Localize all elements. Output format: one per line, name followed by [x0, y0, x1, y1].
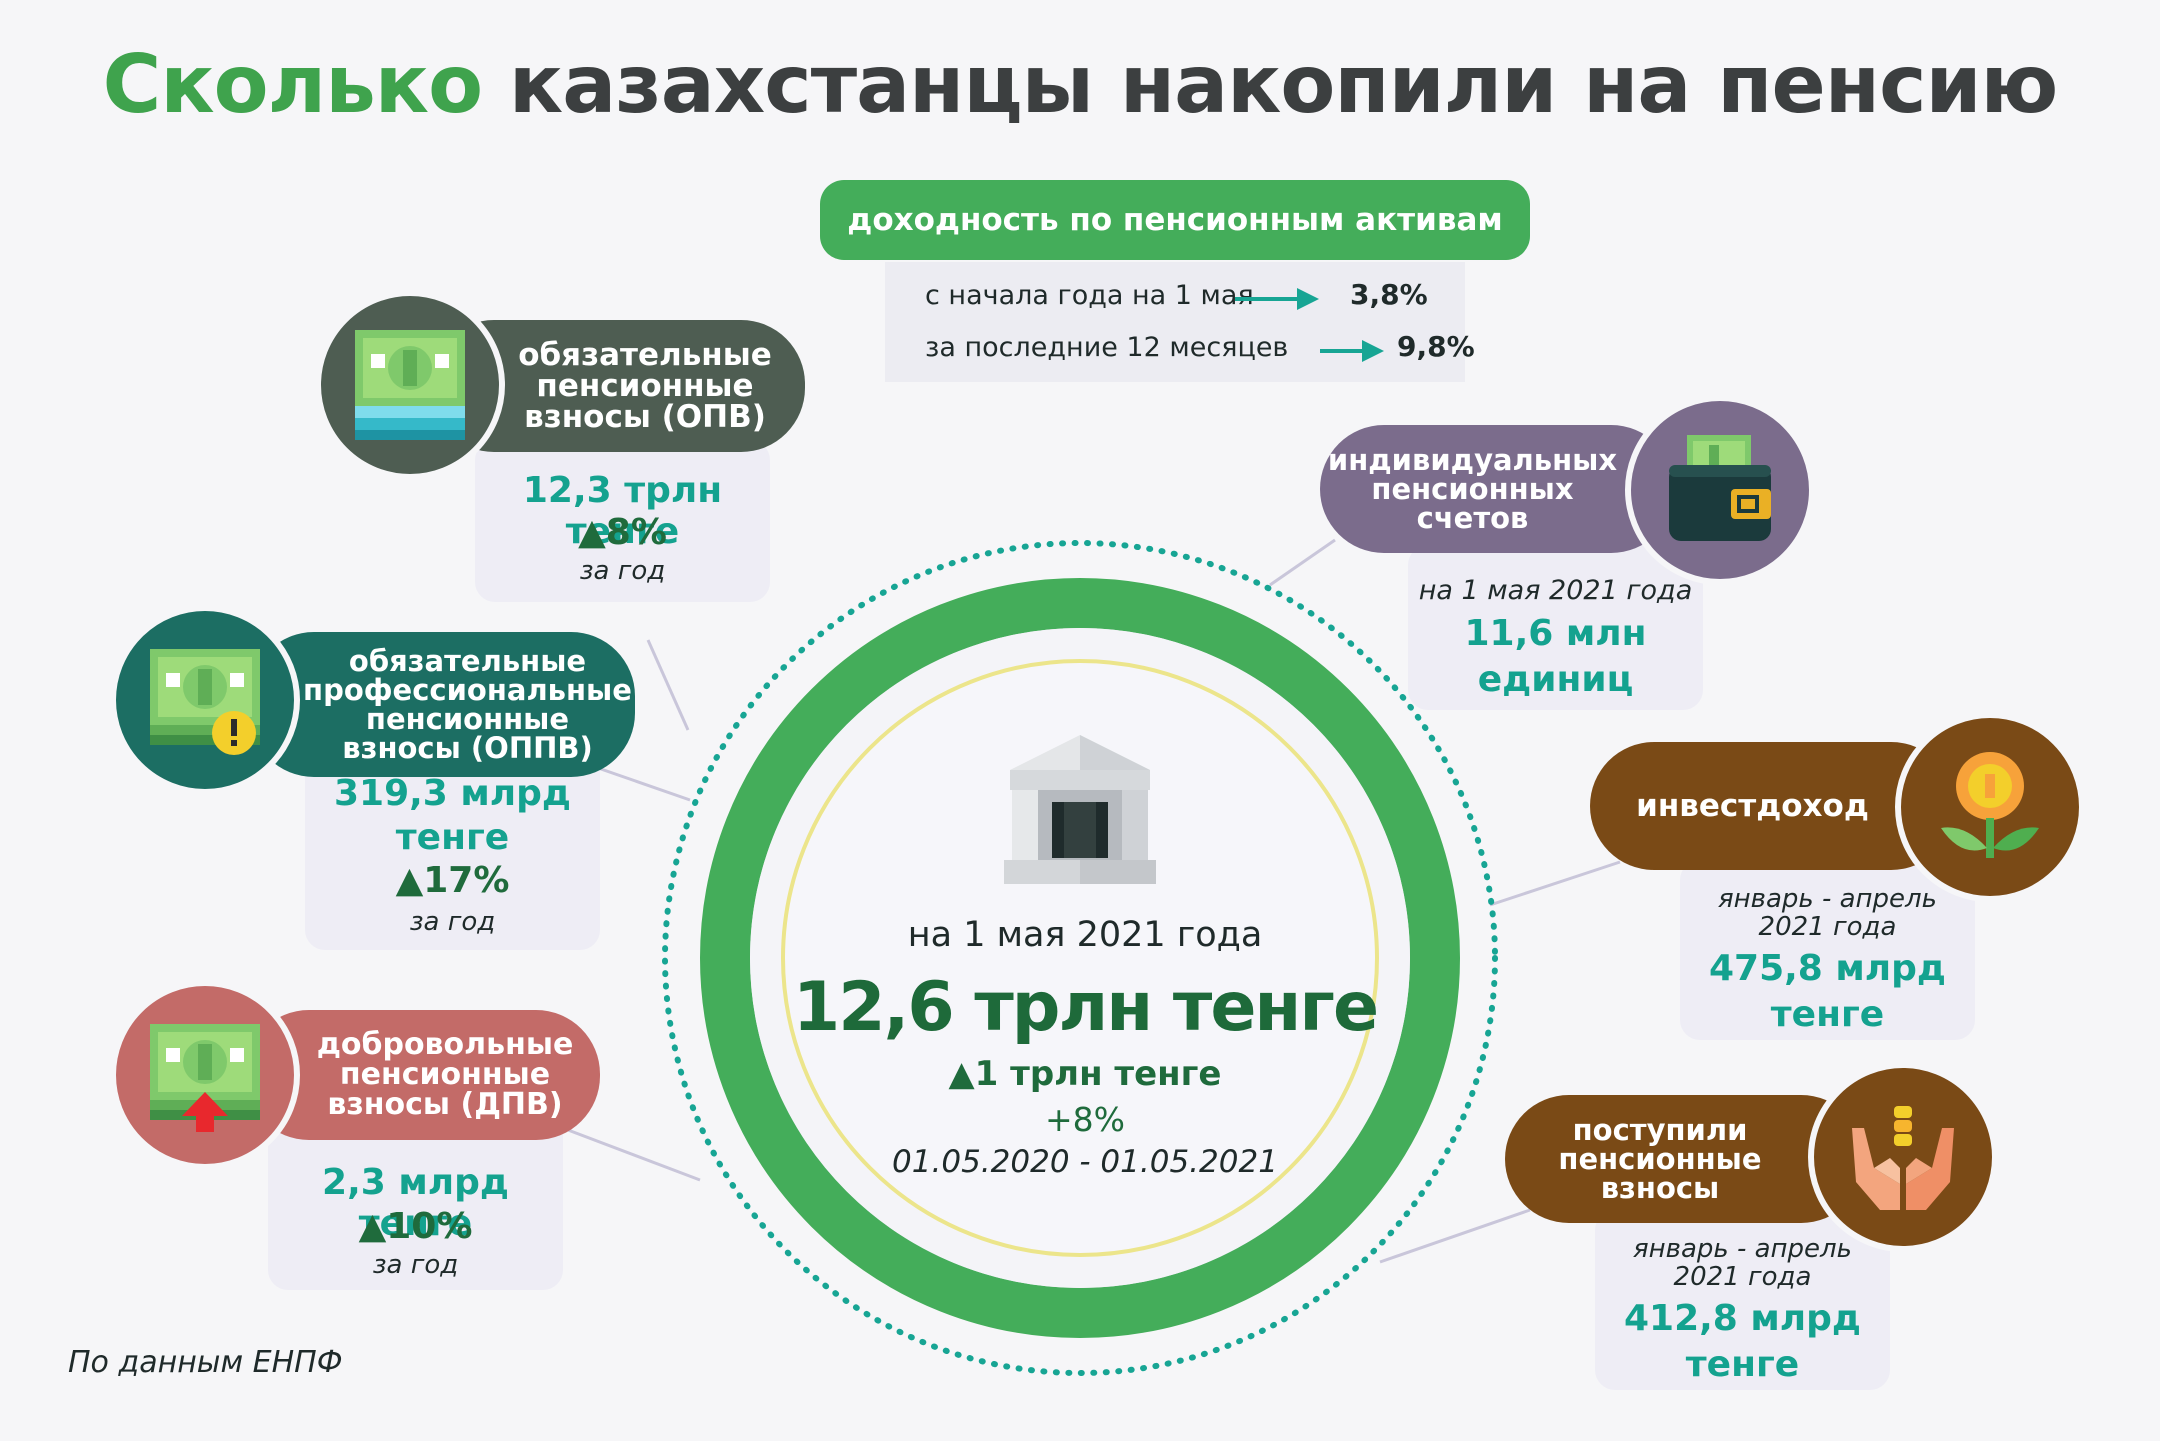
banknote-warning-icon: [150, 649, 260, 755]
accounts-value-panel: на 1 мая 2021 года 11,6 млн единиц: [1408, 545, 1703, 710]
source-note: По данным ЕНПФ: [68, 1345, 343, 1380]
oppv-label-line: взносы (ОППВ): [342, 730, 593, 765]
yield-panel: с начала года на 1 мая 3,8% за последние…: [885, 262, 1475, 382]
invest-value-panel: январь - апрель 2021 года 475,8 млрд тен…: [1680, 860, 1975, 1040]
accounts-label-line: счетов: [1416, 500, 1529, 535]
dpv-change: ▲10%: [358, 1206, 473, 1247]
contrib-label-line: поступили: [1572, 1112, 1748, 1147]
arrow-right-icon: [1235, 288, 1319, 310]
banknote-arrow-up-icon: [150, 1024, 260, 1132]
invest-value-line: 475,8 млрд: [1708, 948, 1947, 989]
contrib-value-line: 412,8 млрд: [1623, 1298, 1862, 1339]
invest-note-line: январь - апрель: [1717, 884, 1937, 914]
hands-coins-icon: [1852, 1106, 1954, 1210]
oppv-icon-circle: [110, 605, 300, 795]
invest-value-line: тенге: [1770, 994, 1885, 1035]
opv-label-line: взносы (ОПВ): [524, 398, 766, 435]
opv-value-panel: 12,3 трлн тенге ▲8% за год: [475, 440, 770, 602]
contrib-value-panel: январь - апрель 2021 года 412,8 млрд тен…: [1595, 1210, 1890, 1390]
opv-label-line: обязательные: [518, 336, 772, 373]
opv-icon-circle: [315, 290, 505, 480]
dpv-label-line: добровольные: [316, 1027, 574, 1062]
accounts-label-line: индивидуальных: [1327, 442, 1618, 477]
oppv-label-line: пенсионные: [365, 701, 570, 736]
money-flower-icon: [1941, 752, 2039, 858]
dpv-label-line: пенсионные: [339, 1057, 551, 1092]
accounts-value-line: 11,6 млн: [1464, 613, 1647, 654]
center-ring: [662, 540, 1498, 1376]
dpv-note: за год: [372, 1250, 459, 1280]
center-date: на 1 мая 2021 года: [907, 915, 1263, 955]
oppv-value-line: 319,3 млрд: [333, 773, 572, 814]
center-total: 12,6 трлн тенге: [792, 968, 1379, 1047]
title-accent: Сколько: [102, 38, 483, 131]
accounts-value-line: единиц: [1477, 659, 1634, 700]
title-rest: казахстанцы накопили на пенсию: [508, 38, 2058, 131]
dpv-value-panel: 2,3 млрд тенге ▲10% за год: [268, 1110, 563, 1290]
oppv-note: за год: [409, 907, 496, 937]
center-growth-pct: +8%: [1044, 1100, 1125, 1139]
center-growth: ▲1 трлн тенге: [948, 1054, 1222, 1094]
invest-note-line: 2021 года: [1758, 912, 1897, 942]
yield-row-label: за последние 12 месяцев: [925, 332, 1289, 363]
arrow-right-icon: [1320, 340, 1384, 362]
contrib-label-line: взносы: [1600, 1170, 1720, 1205]
accounts-icon-circle: [1625, 395, 1815, 585]
accounts-pill: индивидуальных пенсионных счетов: [1320, 425, 1675, 553]
contrib-icon-circle: [1808, 1062, 1998, 1252]
center-period: 01.05.2020 - 01.05.2021: [892, 1144, 1278, 1180]
page-title: Сколько казахстанцы накопили на пенсию: [0, 38, 2160, 131]
banknote-stack-icon: [355, 330, 465, 440]
contrib-label-line: пенсионные: [1558, 1141, 1762, 1176]
opv-label-line: пенсионные: [536, 367, 754, 404]
yield-row-value: 3,8%: [1350, 278, 1428, 311]
contrib-pill: поступили пенсионные взносы: [1505, 1095, 1865, 1223]
yield-row-12m: за последние 12 месяцев 9,8%: [925, 330, 1475, 363]
oppv-pill: обязательные профессиональные пенсионные…: [250, 632, 635, 777]
yield-row-ytd: с начала года на 1 мая 3,8%: [925, 278, 1428, 311]
invest-label: инвестдоход: [1636, 787, 1869, 824]
yield-row-value: 9,8%: [1397, 330, 1475, 363]
accounts-label-line: пенсионных: [1371, 471, 1574, 506]
oppv-label-line: профессиональные: [303, 672, 632, 707]
invest-icon-circle: [1895, 712, 2085, 902]
bank-icon: [1004, 735, 1156, 884]
invest-pill: инвестдоход: [1590, 742, 1955, 870]
opv-note: за год: [579, 556, 666, 586]
contrib-note-line: январь - апрель: [1632, 1234, 1852, 1264]
dpv-label-line: взносы (ДПВ): [327, 1087, 563, 1122]
oppv-value-line: тенге: [395, 817, 510, 858]
opv-value: 12,3 трлн тенге: [522, 470, 723, 552]
yield-row-label: с начала года на 1 мая: [925, 280, 1254, 311]
oppv-change: ▲17%: [395, 860, 510, 901]
opv-change: ▲8%: [578, 512, 667, 553]
dpv-icon-circle: [110, 980, 300, 1170]
yield-header: доходность по пенсионным активам: [820, 180, 1530, 260]
wallet-icon: [1669, 435, 1771, 541]
dpv-pill: добровольные пенсионные взносы (ДПВ): [245, 1010, 600, 1140]
contrib-note-line: 2021 года: [1673, 1262, 1812, 1292]
oppv-label-line: обязательные: [348, 643, 587, 678]
oppv-value-panel: 319,3 млрд тенге ▲17% за год: [305, 745, 600, 950]
accounts-note: на 1 мая 2021 года: [1418, 575, 1693, 606]
contrib-value-line: тенге: [1685, 1344, 1800, 1385]
dpv-value: 2,3 млрд тенге: [322, 1162, 509, 1244]
